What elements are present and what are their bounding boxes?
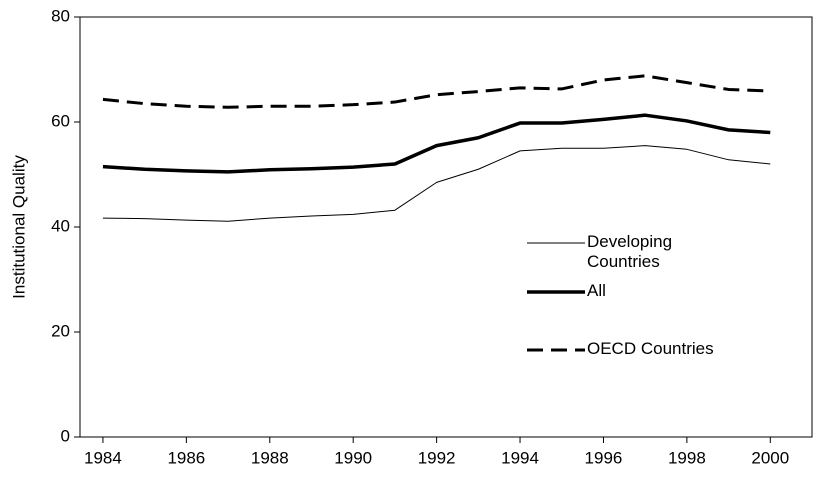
plot-frame: [79, 16, 813, 438]
y-tick-label: 60: [51, 111, 70, 130]
x-tick-label: 1986: [167, 448, 205, 467]
y-axis-label: Institutional Quality: [9, 155, 28, 299]
x-tick-label: 2000: [751, 448, 789, 467]
y-tick-label: 40: [51, 216, 70, 235]
x-tick-label: 1992: [418, 448, 456, 467]
series-line: [102, 145, 771, 222]
legend-label: OECD Countries: [587, 339, 714, 358]
x-tick-label: 1988: [251, 448, 289, 467]
legend-label: Developing Countries: [587, 232, 673, 271]
y-tick-label: 0: [61, 426, 70, 445]
y-tick-label: 20: [51, 321, 70, 340]
x-tick-label: 1990: [334, 448, 372, 467]
y-tick-label: 80: [51, 6, 70, 25]
legend-label: All: [587, 281, 606, 300]
x-tick-label: 1996: [585, 448, 623, 467]
x-tick-label: 1994: [501, 448, 539, 467]
series-line: [102, 113, 771, 174]
x-tick-label: 1984: [84, 448, 122, 467]
series-line: [102, 74, 771, 109]
x-tick-label: 1998: [668, 448, 706, 467]
